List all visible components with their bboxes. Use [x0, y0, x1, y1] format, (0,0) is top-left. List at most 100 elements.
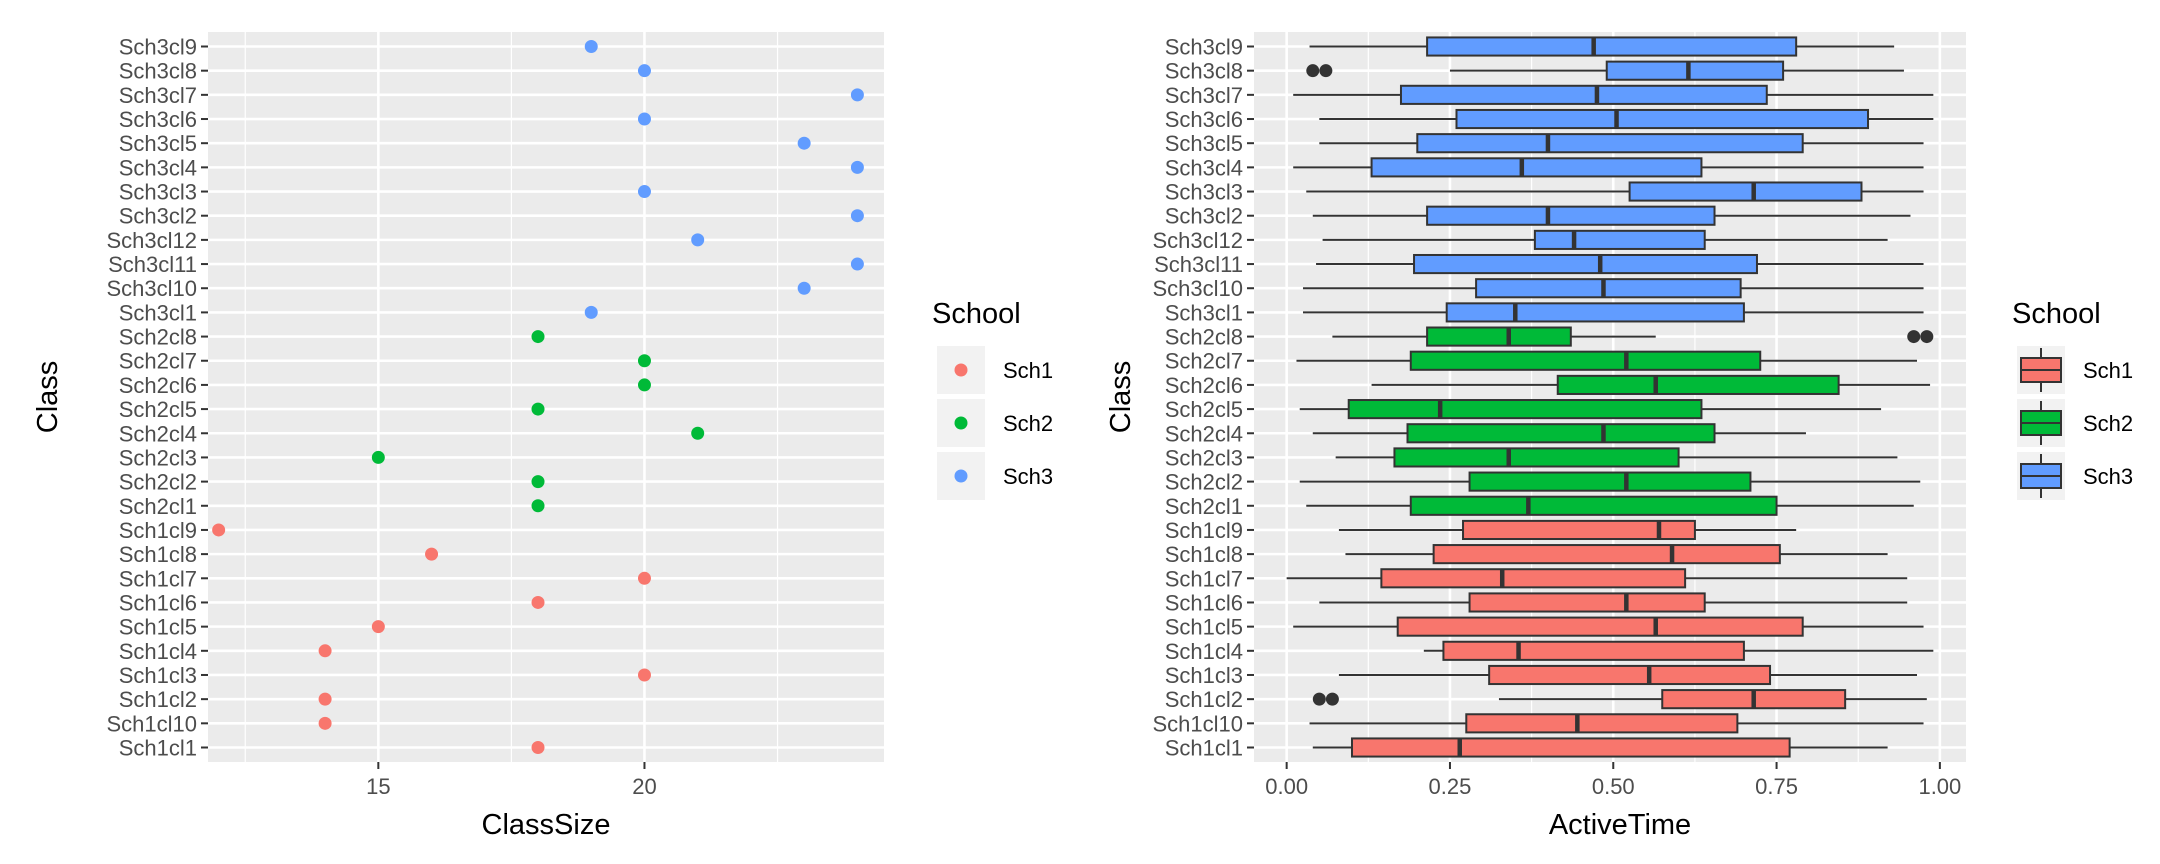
- y-tick-label: Sch2cl4: [1165, 421, 1243, 446]
- scatter-legend-label: Sch1: [1003, 358, 1053, 383]
- box-Sch3cl11: [1316, 253, 1924, 275]
- box-iqr: [1426, 205, 1716, 226]
- y-tick-label: Sch2cl7: [119, 349, 197, 374]
- boxplot-legend-label: Sch1: [2083, 358, 2133, 383]
- y-tick-label: Sch2cl5: [119, 397, 197, 422]
- y-tick-label: Sch1cl2: [119, 687, 197, 712]
- y-tick-label: Sch2cl6: [1165, 373, 1243, 398]
- y-tick-label: Sch3cl11: [108, 252, 197, 277]
- y-tick-label: Sch3cl10: [1152, 276, 1243, 301]
- box-Sch3cl4: [1293, 157, 1924, 178]
- y-tick-label: Sch3cl4: [1165, 155, 1243, 180]
- box-Sch1cl4: [1423, 640, 1934, 661]
- scatter-point-Sch3cl7: [850, 88, 864, 102]
- box-Sch1cl9: [1338, 519, 1797, 541]
- scatter-point-Sch3cl12: [691, 233, 705, 247]
- box-Sch3cl1: [1302, 302, 1924, 323]
- box-Sch3cl5: [1319, 133, 1924, 154]
- box-Sch3cl9: [1309, 36, 1895, 57]
- y-tick-label: Sch3cl6: [1165, 107, 1243, 132]
- box-Sch3cl12: [1322, 229, 1888, 250]
- box-iqr: [1468, 592, 1706, 613]
- box-Sch2cl4: [1312, 423, 1806, 444]
- y-tick-label: Sch3cl9: [1165, 35, 1243, 60]
- scatter-point-Sch1cl7: [637, 571, 651, 585]
- y-tick-label: Sch1cl2: [1165, 687, 1243, 712]
- y-tick-label: Sch2cl3: [1165, 445, 1243, 470]
- y-tick-label: Sch3cl9: [119, 35, 197, 60]
- y-tick-label: Sch1cl1: [1165, 735, 1243, 760]
- y-tick-label: Sch1cl6: [1165, 590, 1243, 615]
- box-Sch3cl3: [1306, 181, 1924, 202]
- y-tick-label: Sch3cl12: [106, 228, 197, 253]
- scatter-point-Sch3cl8: [637, 64, 651, 78]
- box-outlier: [1306, 64, 1320, 78]
- boxplot-boxes: [1286, 36, 1934, 758]
- scatter-legend-label: Sch3: [1003, 464, 1053, 489]
- y-tick-label: Sch1cl7: [119, 566, 197, 591]
- x-tick-label: 1.00: [1918, 774, 1961, 799]
- scatter-points: [212, 40, 864, 754]
- box-iqr: [1416, 133, 1804, 154]
- scatter-legend-dot: [954, 363, 968, 377]
- scatter-legend-dot: [954, 416, 968, 430]
- y-tick-label: Sch1cl5: [119, 615, 197, 640]
- scatter-gridlines: [208, 32, 884, 762]
- y-tick-label: Sch3cl7: [1165, 83, 1243, 108]
- y-tick-label: Sch2cl1: [119, 494, 197, 519]
- y-tick-label: Sch3cl12: [1152, 228, 1243, 253]
- scatter-x-tick-labels: 15 20: [366, 762, 657, 799]
- y-tick-label: Sch3cl7: [119, 83, 197, 108]
- scatter-point-Sch2cl3: [371, 450, 385, 464]
- boxplot-legend-title: School: [2012, 298, 2101, 330]
- box-Sch1cl1: [1312, 737, 1888, 758]
- box-iqr: [1350, 737, 1791, 758]
- y-tick-label: Sch2cl8: [119, 325, 197, 350]
- x-tick-label: 0.00: [1265, 774, 1308, 799]
- y-tick-label: Sch3cl4: [119, 155, 197, 180]
- scatter-plot-panel: [208, 32, 884, 762]
- box-Sch1cl7: [1286, 568, 1908, 589]
- box-outlier: [1312, 692, 1326, 706]
- scatter-chart: Sch1cl1Sch1cl10Sch1cl2Sch1cl3Sch1cl4Sch1…: [32, 32, 1053, 841]
- y-tick-label: Sch2cl2: [119, 470, 197, 495]
- box-iqr: [1462, 519, 1696, 541]
- boxplot-legend-label: Sch3: [2083, 464, 2133, 489]
- box-iqr: [1426, 326, 1572, 347]
- box-iqr: [1409, 495, 1778, 516]
- scatter-point-Sch2cl6: [637, 378, 651, 392]
- y-tick-label: Sch1cl1: [119, 735, 197, 760]
- box-outlier: [1319, 64, 1333, 78]
- box-Sch2cl7: [1296, 350, 1918, 371]
- scatter-y-axis-title: Class: [32, 361, 64, 434]
- box-iqr: [1442, 640, 1745, 661]
- box-Sch3cl6: [1319, 108, 1934, 130]
- box-Sch2cl3: [1335, 447, 1898, 468]
- x-tick-label: 20: [632, 774, 656, 799]
- y-tick-label: Sch2cl6: [119, 373, 197, 398]
- scatter-point-Sch1cl6: [531, 595, 545, 609]
- box-iqr: [1396, 616, 1804, 637]
- scatter-point-Sch3cl10: [797, 281, 811, 295]
- box-iqr: [1445, 302, 1745, 323]
- scatter-point-Sch2cl4: [691, 426, 705, 440]
- scatter-point-Sch3cl3: [637, 185, 651, 199]
- y-tick-label: Sch1cl10: [1152, 711, 1243, 736]
- boxplot-x-axis-title: ActiveTime: [1549, 809, 1691, 841]
- y-tick-label: Sch1cl3: [119, 663, 197, 688]
- y-tick-label: Sch2cl2: [1165, 470, 1243, 495]
- y-tick-label: Sch2cl5: [1165, 397, 1243, 422]
- y-tick-label: Sch2cl1: [1165, 494, 1243, 519]
- y-tick-label: Sch3cl10: [106, 276, 197, 301]
- box-outlier: [1907, 330, 1921, 344]
- box-Sch3cl2: [1312, 205, 1911, 226]
- scatter-point-Sch3cl4: [850, 160, 864, 174]
- scatter-point-Sch1cl1: [531, 740, 545, 754]
- scatter-point-Sch2cl2: [531, 475, 545, 489]
- y-tick-label: Sch2cl8: [1165, 325, 1243, 350]
- scatter-point-Sch3cl9: [584, 40, 598, 54]
- box-Sch2cl8: [1332, 326, 1934, 347]
- box-outlier: [1325, 692, 1339, 706]
- scatter-point-Sch2cl5: [531, 402, 545, 416]
